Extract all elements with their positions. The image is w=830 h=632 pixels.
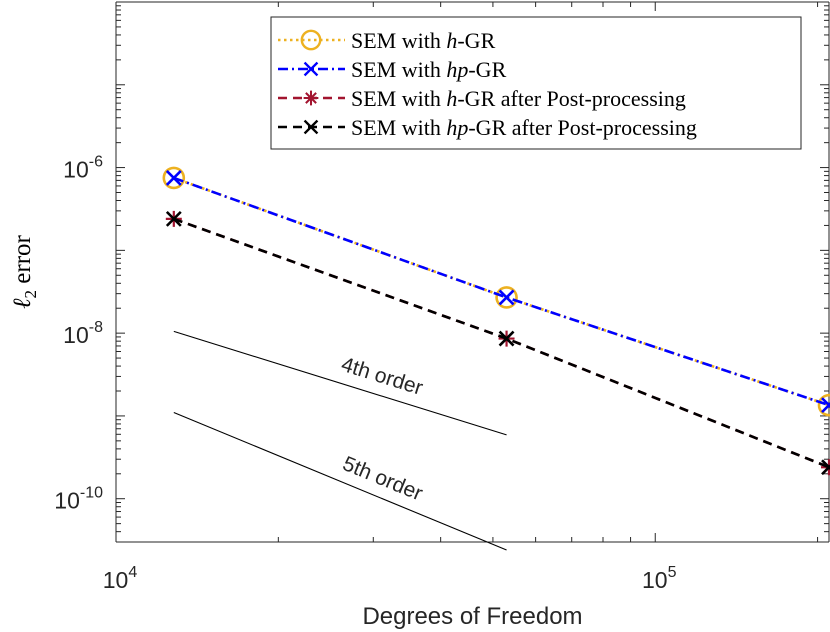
marker-circle — [300, 29, 322, 51]
legend-label: SEM with hp-GR after Post-processing — [351, 115, 697, 140]
data-series — [162, 166, 830, 476]
series-line — [173, 176, 830, 407]
reference-line — [173, 411, 507, 551]
marker-x — [821, 459, 830, 476]
marker-circle — [817, 393, 830, 417]
axes: 104 105 10-6 10-8 10-10 Degrees of Freedom ℓ2 … — [9, 1, 830, 630]
x-axis-label: Degrees of Freedom — [362, 603, 582, 630]
x-tick-label: 104 — [103, 564, 138, 593]
marker-asterisk — [303, 90, 319, 106]
reference-line — [173, 330, 507, 436]
marker-x — [498, 289, 515, 306]
legend-entry: SEM with h-GR — [278, 28, 496, 53]
legend-box — [270, 16, 802, 150]
marker-x — [165, 169, 182, 186]
x-tick-label: 105 — [642, 564, 677, 593]
series-1 — [162, 166, 830, 417]
series-2 — [165, 169, 830, 414]
marker-x — [165, 210, 182, 227]
marker-x — [498, 330, 515, 347]
marker-circle — [162, 166, 186, 190]
y-tick-label: 10-6 — [63, 154, 103, 183]
legend-entry: SEM with h-GR after Post-processing — [278, 86, 686, 111]
y-tick-label: 10-10 — [54, 485, 103, 514]
legend-label: SEM with h-GR — [351, 28, 496, 53]
legend: SEM with h-GR SEM with hp-GR SEM with h-GR… — [270, 16, 802, 150]
marker-x — [821, 397, 830, 414]
marker-circle — [495, 286, 518, 309]
y-tick-label: 10-8 — [63, 319, 103, 348]
legend-entry: SEM with hp-GR — [278, 57, 507, 82]
marker-x — [303, 61, 319, 77]
marker-x — [303, 119, 319, 135]
legend-entry: SEM with hp-GR after Post-processing — [278, 115, 697, 140]
legend-label: SEM with hp-GR — [351, 57, 507, 82]
legend-label: SEM with h-GR after Post-processing — [351, 86, 686, 111]
y-axis-label: ℓ2 error — [9, 234, 40, 308]
series-4 — [165, 210, 830, 476]
